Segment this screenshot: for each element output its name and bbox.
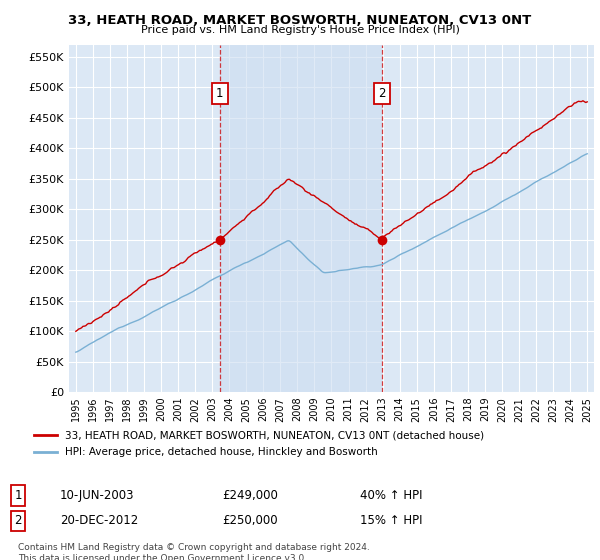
Text: 2: 2 xyxy=(14,514,22,527)
Legend: 33, HEATH ROAD, MARKET BOSWORTH, NUNEATON, CV13 0NT (detached house), HPI: Avera: 33, HEATH ROAD, MARKET BOSWORTH, NUNEATO… xyxy=(29,425,490,463)
Text: 33, HEATH ROAD, MARKET BOSWORTH, NUNEATON, CV13 0NT: 33, HEATH ROAD, MARKET BOSWORTH, NUNEATO… xyxy=(68,14,532,27)
Text: This data is licensed under the Open Government Licence v3.0.: This data is licensed under the Open Gov… xyxy=(18,554,307,560)
Text: £249,000: £249,000 xyxy=(222,489,278,502)
Text: 15% ↑ HPI: 15% ↑ HPI xyxy=(360,514,422,527)
Text: 2: 2 xyxy=(379,87,386,100)
Text: £250,000: £250,000 xyxy=(222,514,278,527)
Bar xyxy=(220,45,382,392)
Text: 40% ↑ HPI: 40% ↑ HPI xyxy=(360,489,422,502)
Text: Price paid vs. HM Land Registry's House Price Index (HPI): Price paid vs. HM Land Registry's House … xyxy=(140,25,460,35)
Text: Contains HM Land Registry data © Crown copyright and database right 2024.: Contains HM Land Registry data © Crown c… xyxy=(18,543,370,552)
Text: 20-DEC-2012: 20-DEC-2012 xyxy=(60,514,138,527)
Text: 10-JUN-2003: 10-JUN-2003 xyxy=(60,489,134,502)
Text: 1: 1 xyxy=(14,489,22,502)
Text: 1: 1 xyxy=(216,87,223,100)
